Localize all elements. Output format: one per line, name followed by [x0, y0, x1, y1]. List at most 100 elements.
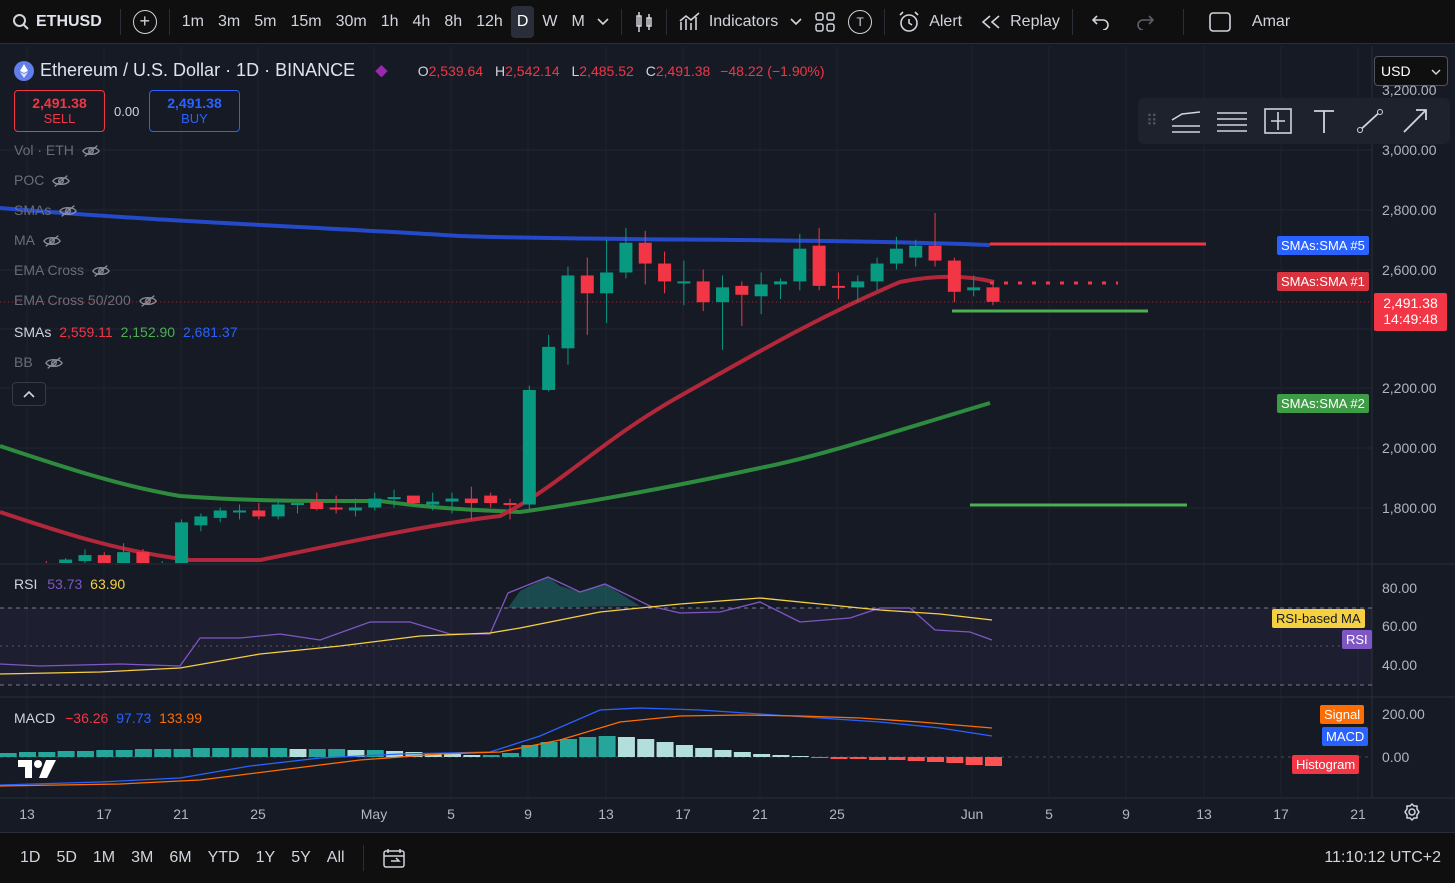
- text-tool-icon[interactable]: [1306, 106, 1342, 136]
- currency-select[interactable]: USD: [1374, 56, 1448, 86]
- chart-settings-icon[interactable]: [1402, 802, 1422, 827]
- sell-button[interactable]: 2,491.38 SELL: [14, 90, 105, 132]
- interval-3m[interactable]: 3m: [218, 12, 241, 30]
- candle[interactable]: [426, 501, 440, 505]
- range-1y[interactable]: 1Y: [255, 849, 276, 866]
- eye-hidden-icon[interactable]: [82, 144, 100, 158]
- candle[interactable]: [503, 503, 517, 506]
- range-1m[interactable]: 1M: [92, 849, 116, 866]
- interval-dropdown-button[interactable]: [591, 6, 615, 38]
- candle[interactable]: [658, 263, 672, 282]
- replay-button[interactable]: Replay: [974, 6, 1066, 38]
- compare-add-button[interactable]: +: [127, 6, 163, 38]
- candle[interactable]: [1, 570, 14, 577]
- arrow-tool-icon[interactable]: [1398, 106, 1434, 136]
- interval-30m[interactable]: 30m: [335, 12, 367, 30]
- candle[interactable]: [329, 507, 343, 510]
- undo-button[interactable]: [1085, 6, 1117, 38]
- candle[interactable]: [348, 507, 362, 511]
- candle[interactable]: [851, 281, 865, 288]
- measure-box-icon[interactable]: [1260, 106, 1296, 136]
- go-to-date-button[interactable]: [376, 842, 412, 874]
- candle[interactable]: [484, 495, 498, 504]
- candle[interactable]: [909, 245, 923, 258]
- symbol-search[interactable]: ETHUSD: [0, 0, 114, 44]
- sma1-line[interactable]: [0, 274, 995, 562]
- range-3m[interactable]: 3M: [131, 849, 154, 866]
- tradingview-logo[interactable]: [16, 758, 58, 786]
- bb-legend[interactable]: BB: [14, 354, 63, 370]
- eye-hidden-icon[interactable]: [52, 174, 71, 188]
- interval-8h[interactable]: 8h: [444, 12, 463, 30]
- candle[interactable]: [677, 281, 691, 284]
- indicator-item[interactable]: EMA Cross 50/200: [14, 292, 157, 322]
- candle[interactable]: [735, 285, 749, 295]
- chart-canvas[interactable]: [0, 46, 1455, 830]
- range-6m[interactable]: 6M: [169, 849, 192, 866]
- range-all[interactable]: All: [326, 849, 345, 866]
- indicator-item[interactable]: SMAs: [14, 202, 157, 232]
- interval-1m[interactable]: 1m: [181, 12, 205, 30]
- candle[interactable]: [59, 559, 73, 570]
- candle[interactable]: [638, 242, 652, 264]
- candle[interactable]: [542, 346, 556, 390]
- sma2-line[interactable]: [0, 401, 991, 515]
- macd-line[interactable]: [0, 707, 993, 786]
- trend-lines-icon[interactable]: [1168, 106, 1204, 136]
- candle[interactable]: [619, 242, 633, 273]
- indicator-link-icon[interactable]: ⬥: [375, 60, 388, 80]
- eye-hidden-icon[interactable]: [44, 356, 63, 370]
- line-tool-icon[interactable]: [1352, 106, 1388, 136]
- candle[interactable]: [78, 555, 92, 562]
- candle[interactable]: [233, 510, 247, 513]
- candle[interactable]: [387, 497, 401, 500]
- interval-5m[interactable]: 5m: [254, 12, 277, 30]
- candle[interactable]: [580, 275, 594, 294]
- candle[interactable]: [194, 516, 208, 526]
- interval-1h[interactable]: 1h: [380, 12, 399, 30]
- interval-d[interactable]: D: [510, 5, 535, 38]
- indicator-item[interactable]: Vol · ETH: [14, 142, 157, 172]
- indicators-dropdown-button[interactable]: [784, 6, 808, 38]
- eye-hidden-icon[interactable]: [138, 294, 157, 308]
- indicators-button[interactable]: Indicators: [673, 6, 784, 38]
- candle[interactable]: [271, 504, 285, 517]
- candle[interactable]: [213, 510, 227, 518]
- candle[interactable]: [368, 498, 382, 508]
- candle[interactable]: [464, 498, 478, 504]
- candle[interactable]: [967, 287, 981, 291]
- candle[interactable]: [561, 275, 575, 349]
- candle[interactable]: [600, 272, 614, 294]
- interval-12h[interactable]: 12h: [476, 12, 503, 30]
- candle[interactable]: [812, 245, 826, 286]
- candle[interactable]: [754, 284, 768, 297]
- candle[interactable]: [986, 287, 1000, 302]
- candle[interactable]: [175, 522, 189, 568]
- sma5-line[interactable]: [0, 206, 991, 247]
- chart-area[interactable]: Ethereum / U.S. Dollar · 1D · BINANCE ⬥ …: [0, 46, 1455, 830]
- collapse-legend-button[interactable]: [12, 382, 46, 406]
- layouts-button[interactable]: [808, 6, 842, 38]
- chart-title[interactable]: Ethereum / U.S. Dollar · 1D · BINANCE: [40, 60, 356, 80]
- indicator-item[interactable]: EMA Cross: [14, 262, 157, 292]
- horizontal-lines-icon[interactable]: [1214, 106, 1250, 136]
- interval-w[interactable]: W: [542, 12, 558, 30]
- alert-button[interactable]: Alert: [891, 6, 968, 38]
- rsi-line[interactable]: [0, 576, 993, 667]
- candle[interactable]: [156, 568, 169, 570]
- candle[interactable]: [445, 498, 459, 502]
- range-5y[interactable]: 5Y: [291, 849, 311, 866]
- candle[interactable]: [831, 285, 845, 288]
- range-5d[interactable]: 5D: [56, 849, 77, 866]
- drag-handle-icon[interactable]: ⠿: [1146, 113, 1158, 130]
- rsi-legend[interactable]: RSI 53.73 63.90: [14, 576, 125, 592]
- macd-legend[interactable]: MACD −36.26 97.73 133.99: [14, 710, 202, 726]
- fullscreen-button[interactable]: [1202, 6, 1238, 38]
- candle[interactable]: [696, 281, 710, 303]
- range-1d[interactable]: 1D: [20, 849, 41, 866]
- candle[interactable]: [793, 248, 807, 282]
- candle[interactable]: [290, 503, 304, 506]
- candle[interactable]: [870, 263, 884, 282]
- rsi-ma-line[interactable]: [0, 597, 993, 675]
- candle[interactable]: [947, 260, 961, 292]
